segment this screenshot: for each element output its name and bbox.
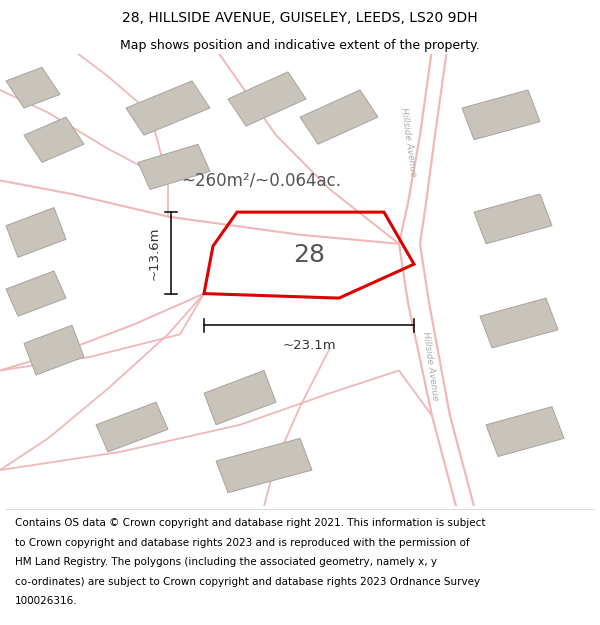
Text: ~23.1m: ~23.1m xyxy=(282,339,336,352)
Polygon shape xyxy=(96,402,168,452)
Text: ~260m²/~0.064ac.: ~260m²/~0.064ac. xyxy=(181,171,341,189)
Polygon shape xyxy=(486,407,564,456)
Text: ~13.6m: ~13.6m xyxy=(147,226,160,279)
Polygon shape xyxy=(474,194,552,244)
Polygon shape xyxy=(204,371,276,425)
Polygon shape xyxy=(138,144,210,189)
Polygon shape xyxy=(462,90,540,140)
Polygon shape xyxy=(6,68,60,108)
Text: Contains OS data © Crown copyright and database right 2021. This information is : Contains OS data © Crown copyright and d… xyxy=(15,518,485,528)
Polygon shape xyxy=(24,117,84,162)
Polygon shape xyxy=(6,208,66,258)
Text: co-ordinates) are subject to Crown copyright and database rights 2023 Ordnance S: co-ordinates) are subject to Crown copyr… xyxy=(15,577,480,587)
Text: 28: 28 xyxy=(293,243,325,267)
Polygon shape xyxy=(228,72,306,126)
Text: 100026316.: 100026316. xyxy=(15,596,77,606)
Text: HM Land Registry. The polygons (including the associated geometry, namely x, y: HM Land Registry. The polygons (includin… xyxy=(15,558,437,568)
Text: Map shows position and indicative extent of the property.: Map shows position and indicative extent… xyxy=(120,39,480,52)
Polygon shape xyxy=(126,81,210,135)
Text: 28, HILLSIDE AVENUE, GUISELEY, LEEDS, LS20 9DH: 28, HILLSIDE AVENUE, GUISELEY, LEEDS, LS… xyxy=(122,11,478,25)
Polygon shape xyxy=(480,298,558,348)
Text: to Crown copyright and database rights 2023 and is reproduced with the permissio: to Crown copyright and database rights 2… xyxy=(15,538,470,548)
Text: Hillside Avenue: Hillside Avenue xyxy=(398,107,418,177)
Polygon shape xyxy=(300,90,378,144)
Polygon shape xyxy=(24,325,84,375)
Text: Hillside Avenue: Hillside Avenue xyxy=(421,331,440,401)
Polygon shape xyxy=(6,271,66,316)
Polygon shape xyxy=(216,438,312,493)
